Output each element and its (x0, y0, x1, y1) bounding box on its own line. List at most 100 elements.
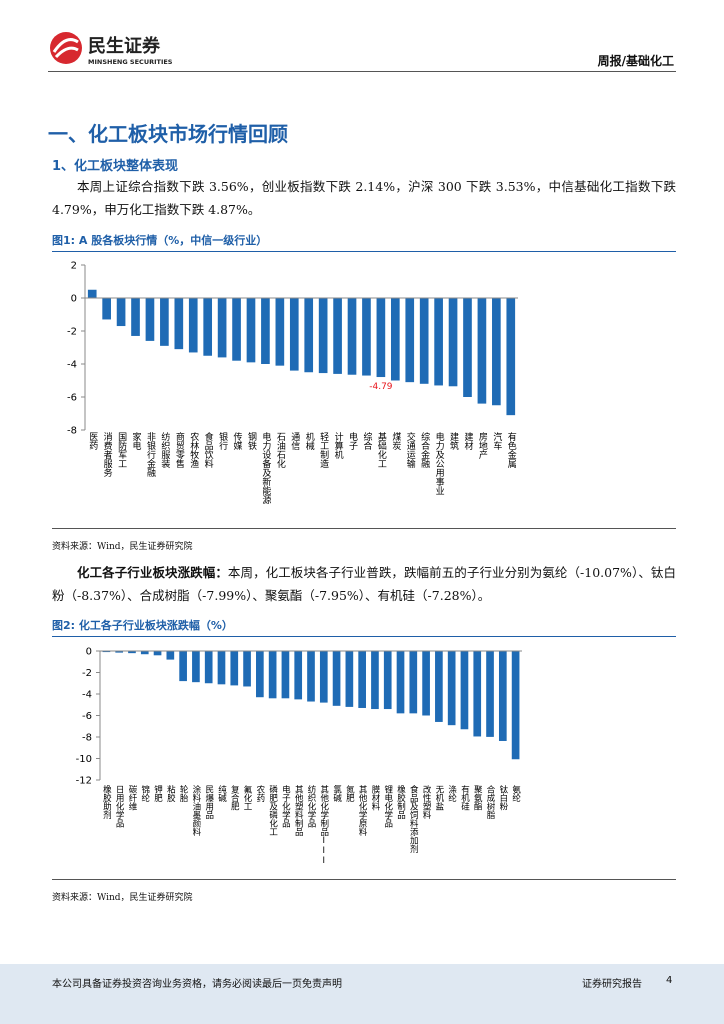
chart: -12 -10 -8 -6 -4 -2 0 橡胶助剂 日用化学品 碳纤维 锦纶 钾肥 粘胶 轮胎 涂料油墨颜… (76, 647, 522, 866)
bar (405, 298, 415, 383)
page-number: 4 (666, 975, 673, 986)
x-tick-label: 煤炭 (390, 431, 401, 451)
bar (307, 651, 315, 702)
x-tick-label: 消费者服务 (102, 431, 113, 478)
disclaimer: 本公司具备证券投资咨询业务资格，请务必阅读最后一页免责声明 (52, 979, 342, 990)
x-tick-label: 锂电化学品 (383, 784, 393, 828)
figure-caption: 图1: A 股各板块行情（%，中信一级行业） (52, 232, 676, 252)
y-tick-label: 0 (86, 647, 92, 658)
x-tick-label: 电力及公用事业 (434, 431, 445, 495)
x-tick-label: 钾肥 (153, 784, 163, 803)
x-tick-label: 有机硅 (459, 784, 469, 810)
bar (419, 298, 429, 384)
x-tick-label: 商贸零售 (174, 431, 185, 469)
brand-en: MINSHENG SECURITIES (88, 58, 173, 66)
x-tick-label: 氟化工 (242, 784, 252, 810)
x-tick-label: 氮肥 (344, 784, 354, 803)
bar (345, 651, 354, 707)
x-tick-label: 电力设备及新能源 (260, 431, 271, 505)
bar (232, 298, 241, 361)
bar (371, 651, 379, 710)
bar (128, 651, 136, 654)
bar (217, 298, 227, 358)
x-tick-label: 汽车 (491, 431, 502, 451)
bar (289, 298, 299, 371)
bar (390, 298, 400, 381)
bar (434, 298, 443, 386)
paragraph: 本周上证综合指数下跌 3.56%，创业板指数下跌 2.14%，沪深 300 下跌… (52, 179, 676, 217)
figure-caption: 图2: 化工各子行业板块涨跌幅（%） (52, 617, 676, 637)
bar (217, 651, 226, 685)
x-tick-label: 氯碱 (332, 784, 342, 803)
footer: 本公司具备证券投资咨询业务资格，请务必阅读最后一页免责声明 证券研究报告 4 (0, 964, 724, 1024)
bar (230, 651, 239, 686)
bar (243, 651, 251, 687)
bar (511, 651, 520, 760)
x-tick-label: 农林牧渔 (188, 431, 199, 468)
x-tick-label: 基础化工 (376, 431, 387, 468)
x-tick-label: 电子化学品 (280, 784, 290, 828)
y-tick-label: -8 (82, 733, 92, 744)
brand: 民生证券 (88, 35, 161, 57)
bar (192, 651, 200, 683)
x-tick-label: 钢铁 (246, 431, 257, 451)
x-tick-label: 轻工制造 (318, 431, 329, 469)
bar (486, 651, 494, 737)
x-tick-label: 医药 (87, 432, 98, 451)
bar (174, 298, 184, 350)
x-tick-label: 复合肥 (229, 784, 239, 811)
x-tick-label: 建筑 (448, 431, 459, 451)
bar (333, 298, 342, 374)
y-tick-label: -2 (67, 327, 77, 338)
y-tick-label: 0 (71, 294, 77, 305)
logo: 民生证券 MINSHENG SECURITIES (50, 32, 173, 66)
y-tick-label: -4 (67, 360, 77, 371)
bar (203, 298, 213, 356)
bar (358, 651, 366, 708)
y-tick-label: -6 (82, 711, 92, 722)
bar (102, 651, 111, 653)
x-tick-label: 建材 (462, 431, 473, 450)
bar (448, 298, 458, 387)
bar (116, 298, 126, 327)
x-tick-label: 房地产 (477, 431, 488, 460)
x-tick-label: 其他化学原料 (357, 785, 367, 837)
bar (376, 298, 386, 378)
y-tick-label: -6 (67, 393, 77, 404)
bar (506, 298, 516, 416)
bar (275, 298, 285, 366)
bar (498, 651, 507, 741)
x-tick-label: 家电 (131, 431, 142, 450)
x-tick-label: 粘胶 (165, 784, 175, 803)
paragraph: 化工各子行业板块涨跌幅：本周，化工板块各子行业普跌，跌幅前五的子行业分别为氨纶（… (52, 561, 676, 607)
x-tick-label: 有色金属 (506, 431, 517, 469)
x-tick-label: 钛白粉 (498, 784, 508, 811)
x-tick-label: 改性塑料 (421, 784, 431, 820)
y-tick-label: -8 (67, 426, 77, 437)
x-tick-label: 纺织化学品 (306, 784, 316, 828)
data-label: -4.79 (369, 382, 393, 392)
bar (268, 651, 277, 699)
bar (319, 651, 328, 703)
bar (463, 298, 472, 397)
x-tick-label: 碳纤维 (127, 784, 137, 811)
bar (145, 298, 155, 341)
x-tick-label: 食品及饲料添加剂 (408, 784, 418, 854)
x-tick-label: 食品饮料 (203, 431, 214, 469)
bar (281, 651, 290, 699)
bar (294, 651, 303, 700)
x-tick-label: 综合 (361, 431, 372, 451)
bar (188, 298, 198, 353)
bar (166, 651, 175, 660)
bar (318, 298, 328, 374)
x-tick-label: 传媒 (232, 431, 243, 451)
bar (153, 651, 162, 656)
x-tick-label: 轮胎 (178, 784, 188, 803)
bar (460, 651, 469, 730)
bar (362, 298, 371, 376)
bar (115, 651, 124, 653)
bar (473, 651, 482, 737)
bar (383, 651, 392, 710)
x-tick-label: 综合金融 (419, 431, 430, 469)
chart: -8 -6 -4 -2 0 2 医药 消费者服务 国防军工 家电 非银行金融 纺织服装 商贸零售 农林牧渔… (67, 261, 518, 505)
